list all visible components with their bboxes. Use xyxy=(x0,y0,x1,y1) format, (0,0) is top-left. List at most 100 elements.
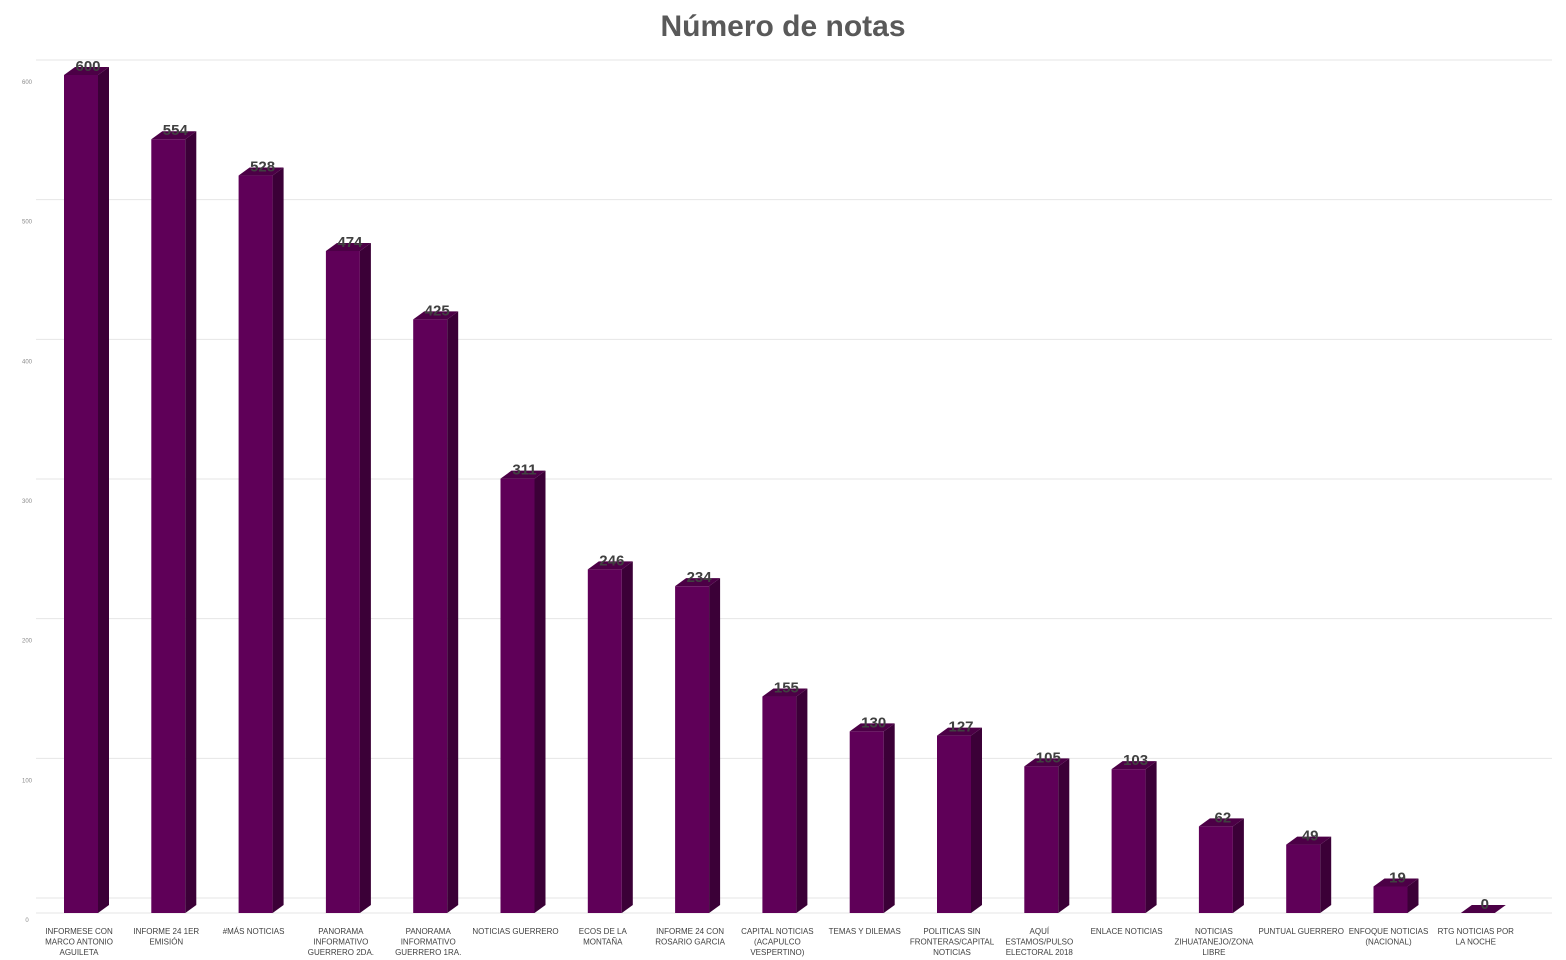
category-label: AQUÍ ESTAMOS/PULSO ELECTORAL 2018 xyxy=(1005,927,1073,957)
bar xyxy=(500,470,546,913)
bar-side xyxy=(883,723,895,913)
y-tick-label: 200 xyxy=(22,639,33,645)
bar xyxy=(64,67,109,913)
data-label: 127 xyxy=(948,719,973,736)
bar-front xyxy=(1373,886,1408,913)
bar-front xyxy=(849,731,884,913)
category-label: ENLACE NOTICIAS xyxy=(1091,927,1163,936)
bar-front xyxy=(675,586,710,913)
category-label: NOTICIAS ZIHUATANEJO/ZONA LIBRE xyxy=(1174,927,1253,957)
bar-side xyxy=(1320,836,1332,913)
bar-side xyxy=(971,727,982,913)
bar-side xyxy=(534,470,546,913)
data-label: 311 xyxy=(512,462,536,479)
bar-front xyxy=(238,175,273,913)
bar-top xyxy=(151,131,197,140)
bar-front xyxy=(1024,766,1059,913)
bar-top xyxy=(238,167,284,176)
bar-top xyxy=(413,311,459,320)
bar xyxy=(675,578,721,913)
bar xyxy=(1286,836,1332,913)
bar-side xyxy=(1232,818,1244,913)
data-label: 474 xyxy=(337,234,363,251)
data-label: 155 xyxy=(774,680,799,697)
bar-side xyxy=(1145,761,1157,913)
bar-front xyxy=(1286,844,1321,913)
bar xyxy=(413,311,459,914)
bar-side xyxy=(185,131,197,913)
bar-top xyxy=(1024,758,1070,767)
bar-top xyxy=(1198,818,1244,827)
category-label: PANORAMA INFORMATIVO GUERRERO 1RA. xyxy=(395,927,461,957)
y-tick-label: 100 xyxy=(22,778,33,784)
bar-top xyxy=(849,723,895,732)
bar-side xyxy=(709,578,721,913)
bar-side xyxy=(621,561,633,913)
bar-side xyxy=(98,67,109,913)
bar-top xyxy=(937,727,982,736)
bar-front xyxy=(1111,769,1146,913)
bar-front xyxy=(1198,826,1233,913)
bar xyxy=(238,167,284,913)
data-label: 130 xyxy=(861,714,886,731)
category-label: CAPITAL NOTICIAS (ACAPULCO VESPERTINO) xyxy=(741,927,813,957)
data-label: 103 xyxy=(1123,752,1148,769)
data-label: 425 xyxy=(425,302,450,319)
bar-top xyxy=(587,561,633,570)
bar-front xyxy=(325,250,360,914)
bar xyxy=(1460,905,1506,913)
bar-side xyxy=(1407,878,1419,913)
data-label: 600 xyxy=(75,58,100,75)
bar-top xyxy=(1373,878,1419,887)
data-label: 234 xyxy=(687,569,713,586)
y-tick-label: 400 xyxy=(22,359,33,365)
bar-front xyxy=(500,478,535,913)
bar-side xyxy=(447,311,459,914)
bar xyxy=(325,242,371,914)
bar-front xyxy=(64,75,98,913)
category-label: ECOS DE LA MONTAÑA xyxy=(579,927,628,947)
data-label: 105 xyxy=(1036,749,1061,766)
bar-top xyxy=(675,578,721,587)
bar-front xyxy=(151,139,186,913)
bar xyxy=(762,688,808,913)
bar xyxy=(849,723,895,913)
data-label: 0 xyxy=(1481,896,1489,913)
bar-side xyxy=(1058,758,1070,913)
bar-top xyxy=(1111,761,1157,770)
bar xyxy=(587,561,633,913)
bar-front xyxy=(413,319,448,914)
bar-top xyxy=(762,688,808,697)
category-label: INFORMESE CON MARCO ANTONIO AGUILETA xyxy=(45,927,113,957)
chart-title: Número de notas xyxy=(660,10,906,43)
bar-top xyxy=(64,67,109,75)
bar-front xyxy=(587,569,622,913)
bar xyxy=(1373,878,1419,913)
y-tick-label: 0 xyxy=(25,918,29,924)
bar-side xyxy=(359,242,371,914)
category-label: PANORAMA INFORMATIVO GUERRERO 2DA. xyxy=(308,927,374,957)
category-label: PUNTUAL GUERRERO xyxy=(1258,927,1344,936)
y-tick-label: 500 xyxy=(22,220,33,226)
bar-top xyxy=(500,470,546,479)
category-label: #MÁS NOTICIAS xyxy=(223,927,285,936)
y-tick-label: 600 xyxy=(22,80,33,86)
data-label: 49 xyxy=(1302,828,1319,845)
category-label: INFORME 24 CON ROSARIO GARCIA xyxy=(655,927,725,947)
bar-top xyxy=(1286,836,1332,845)
bar xyxy=(1198,818,1244,913)
category-label: ENFOQUE NOTICIAS (NACIONAL) xyxy=(1349,927,1429,947)
category-label: INFORME 24 1ER EMISIÓN xyxy=(133,927,199,947)
bar-side xyxy=(796,688,808,913)
data-label: 528 xyxy=(250,159,275,176)
category-label: NOTICIAS GUERRERO xyxy=(472,927,558,936)
data-label: 62 xyxy=(1215,809,1232,826)
bar xyxy=(937,727,982,913)
category-label: TEMAS Y DILEMAS xyxy=(829,927,901,936)
bar xyxy=(1024,758,1070,913)
category-label: POLITICAS SIN FRONTERAS/CAPITAL NOTICIAS xyxy=(910,927,995,957)
data-label: 19 xyxy=(1389,869,1406,886)
bar-front xyxy=(937,735,971,913)
bar-side xyxy=(272,167,284,913)
